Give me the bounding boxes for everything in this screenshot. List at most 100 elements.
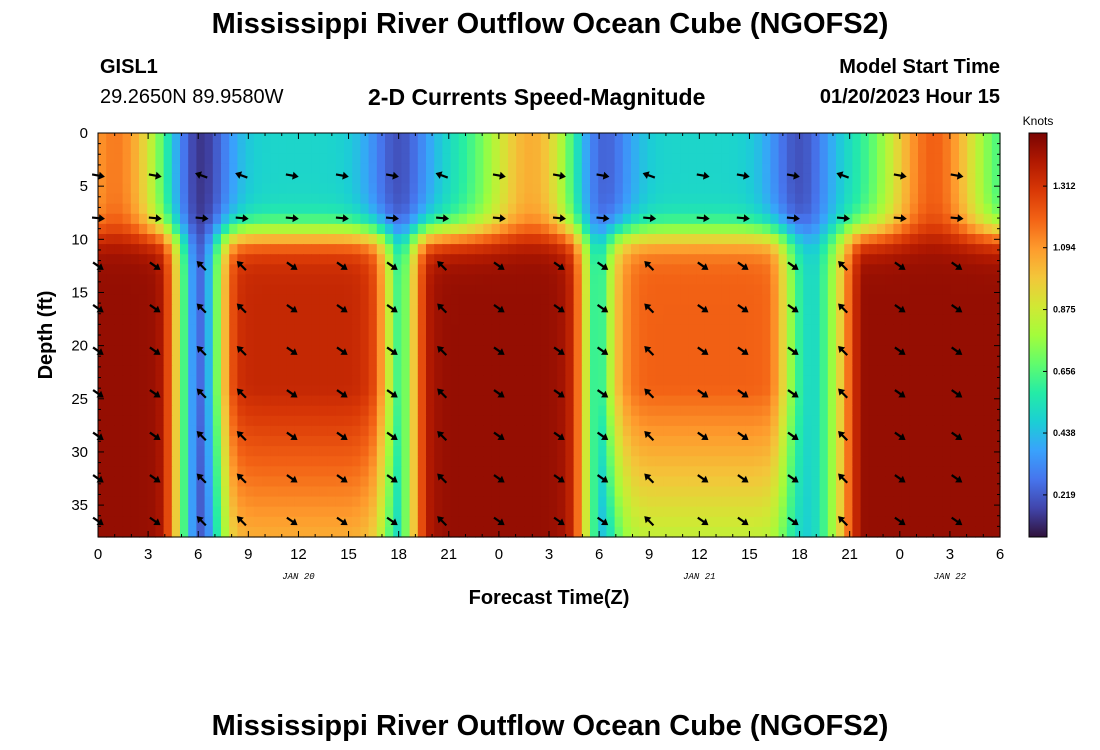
heatmap-cell xyxy=(754,203,763,215)
heatmap-cell xyxy=(401,274,411,286)
heatmap-cell xyxy=(680,436,689,447)
heatmap-cell xyxy=(204,476,214,488)
heatmap-cell xyxy=(98,425,107,437)
heatmap-cell xyxy=(557,446,566,457)
heatmap-cell xyxy=(221,526,230,538)
heatmap-cell xyxy=(212,446,222,457)
heatmap-cell xyxy=(262,234,271,245)
heatmap-cell xyxy=(721,375,730,387)
heatmap-cell xyxy=(786,486,796,498)
heatmap-cell xyxy=(803,274,812,286)
heatmap-cell xyxy=(663,526,673,538)
heatmap-cell xyxy=(639,203,648,215)
heatmap-cell xyxy=(745,436,755,447)
heatmap-cell xyxy=(762,506,771,518)
heatmap-cell xyxy=(458,486,468,498)
heatmap-cell xyxy=(803,425,812,437)
heatmap-cell xyxy=(934,254,944,265)
heatmap-cell xyxy=(598,223,607,235)
heatmap-cell xyxy=(344,335,353,346)
heatmap-cell xyxy=(344,395,353,407)
heatmap-cell xyxy=(778,223,788,235)
heatmap-cell xyxy=(409,476,419,488)
heatmap-cell xyxy=(237,294,247,306)
heatmap-cell xyxy=(852,425,862,437)
current-arrow xyxy=(493,261,505,270)
heatmap-cell xyxy=(950,304,960,316)
heatmap-cell xyxy=(909,254,919,265)
heatmap-cell xyxy=(253,324,263,336)
heatmap-cell xyxy=(344,183,353,195)
heatmap-cell xyxy=(721,163,730,174)
heatmap-cell xyxy=(319,244,329,255)
heatmap-cell xyxy=(959,496,968,508)
heatmap-cell xyxy=(196,395,206,407)
heatmap-cell xyxy=(458,213,468,225)
current-arrow xyxy=(437,388,448,399)
heatmap-cell xyxy=(901,486,911,498)
heatmap-cell xyxy=(934,143,944,154)
heatmap-cell xyxy=(991,436,1001,447)
heatmap-cell xyxy=(918,274,927,286)
heatmap-cell xyxy=(368,476,378,488)
heatmap-cell xyxy=(491,486,501,498)
heatmap-cell xyxy=(786,324,796,336)
heatmap-cell xyxy=(409,193,419,205)
heatmap-cell xyxy=(778,405,788,417)
heatmap-cell xyxy=(335,486,345,498)
heatmap-cell xyxy=(893,324,903,336)
heatmap-cell xyxy=(360,516,370,528)
heatmap-cell xyxy=(786,193,796,205)
heatmap-cell xyxy=(737,425,747,437)
heatmap-cell xyxy=(819,476,829,488)
heatmap-cell xyxy=(762,203,771,215)
heatmap-cell xyxy=(893,193,903,205)
heatmap-cell xyxy=(524,506,534,518)
heatmap-cell xyxy=(286,436,296,447)
heatmap-cell xyxy=(836,436,845,447)
heatmap-cell xyxy=(819,456,829,467)
heatmap-cell xyxy=(827,415,837,427)
heatmap-cell xyxy=(803,506,812,518)
heatmap-cell xyxy=(352,466,361,477)
heatmap-cell xyxy=(155,446,165,457)
heatmap-cell xyxy=(278,314,288,326)
heatmap-cell xyxy=(663,375,673,387)
heatmap-cell xyxy=(171,365,181,376)
heatmap-cell xyxy=(590,153,599,164)
heatmap-cell xyxy=(573,223,583,235)
current-arrow xyxy=(786,171,800,180)
heatmap-cell xyxy=(590,456,599,467)
heatmap-cell xyxy=(434,203,443,215)
heatmap-cell xyxy=(139,446,148,457)
heatmap-cell xyxy=(270,264,279,275)
heatmap-cell xyxy=(655,234,665,245)
heatmap-cell xyxy=(393,345,402,356)
heatmap-cell xyxy=(860,486,870,498)
heatmap-cell xyxy=(622,436,632,447)
heatmap-cell xyxy=(106,425,115,437)
heatmap-cell xyxy=(253,274,263,286)
heatmap-cell xyxy=(836,234,845,245)
heatmap-cell xyxy=(409,516,419,528)
heatmap-cell xyxy=(221,446,230,457)
heatmap-cell xyxy=(532,355,542,366)
heatmap-cell xyxy=(442,223,452,235)
heatmap-cell xyxy=(565,153,575,164)
heatmap-cell xyxy=(983,335,993,346)
current-arrow xyxy=(838,260,849,271)
heatmap-cell xyxy=(139,345,148,356)
heatmap-cell xyxy=(139,496,148,508)
heatmap-cell xyxy=(778,183,788,195)
heatmap-cell xyxy=(270,274,279,286)
heatmap-cell xyxy=(311,143,320,154)
heatmap-cell xyxy=(721,395,730,407)
heatmap-cell xyxy=(262,415,271,427)
heatmap-cell xyxy=(352,526,361,538)
heatmap-cell xyxy=(959,526,968,538)
heatmap-cell xyxy=(212,193,222,205)
heatmap-cell xyxy=(672,274,681,286)
heatmap-cell xyxy=(401,436,411,447)
heatmap-cell xyxy=(270,355,279,366)
heatmap-cell xyxy=(139,203,148,215)
